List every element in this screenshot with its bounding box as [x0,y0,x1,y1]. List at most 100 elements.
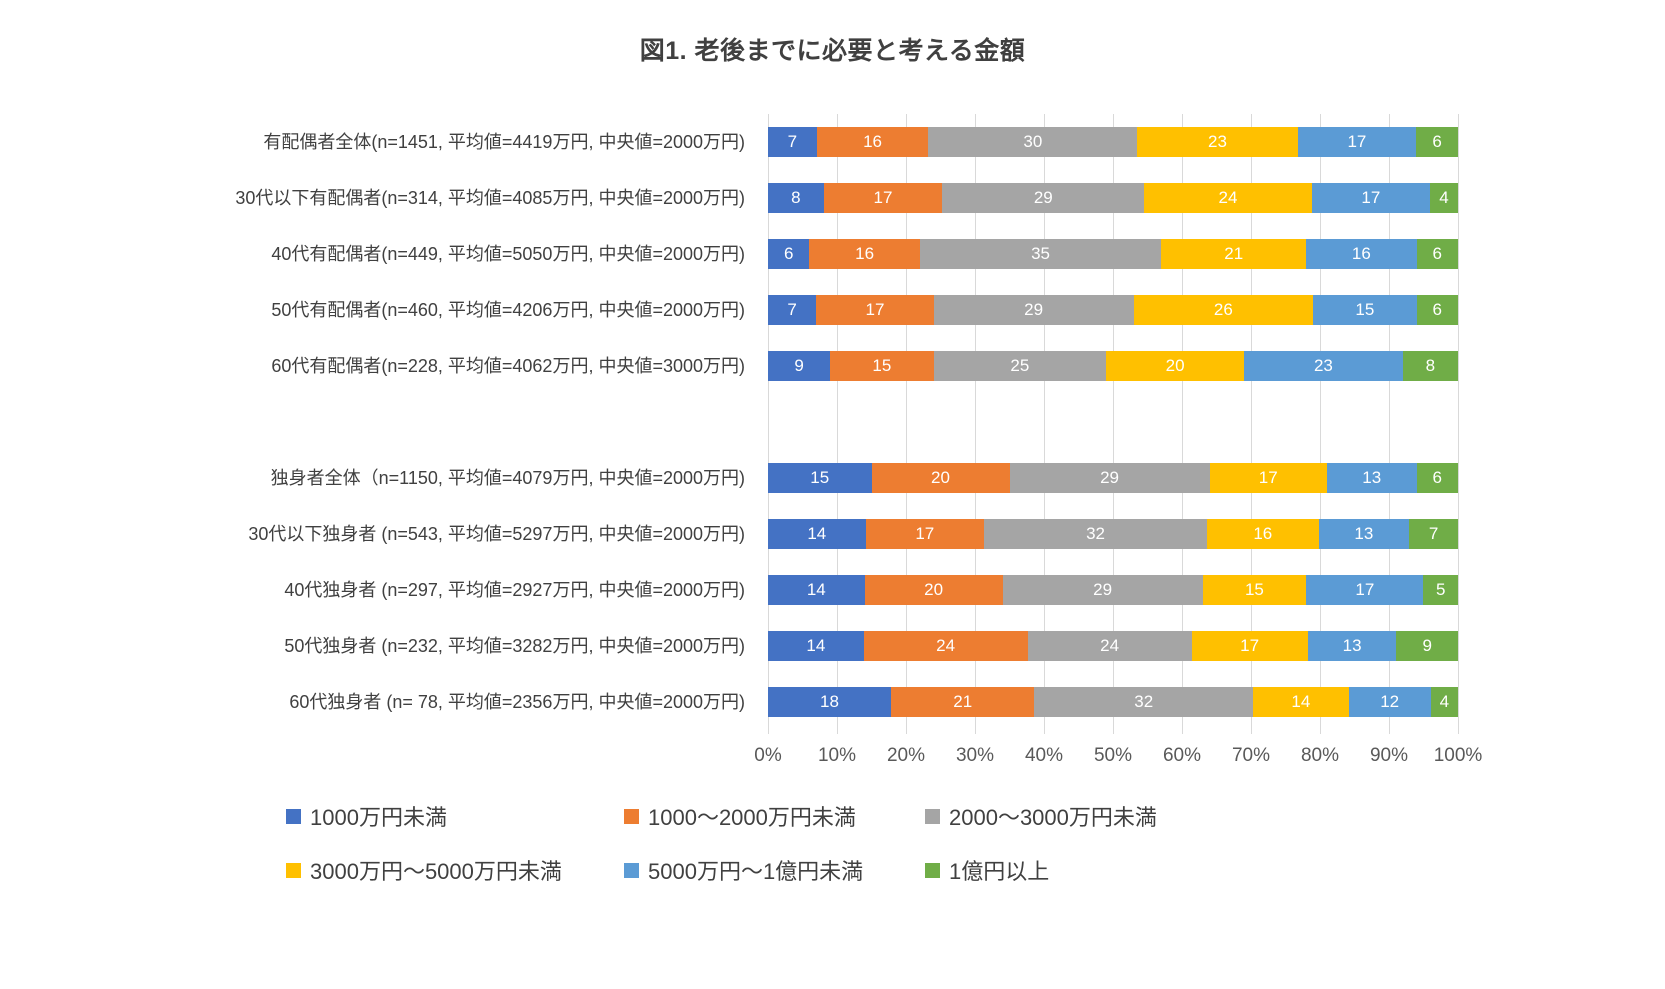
category-label: 60代有配偶者(n=228, 平均値=4062万円, 中央値=3000万円) [271,356,745,376]
legend-item: 1000万円未満 [286,800,624,832]
bar-row: 18 21 32 14 12 4 [768,687,1458,717]
bar-segment: 23 [1244,351,1403,381]
bar-row: 14 24 24 17 13 9 [768,631,1458,661]
bar-segment: 7 [768,127,817,157]
bar-segment: 8 [768,183,824,213]
gridline [1251,114,1252,734]
bar-segment: 29 [933,295,1134,325]
bar-segment: 6 [1416,295,1458,325]
x-tick-label: 30% [955,745,995,766]
gridline [1182,114,1183,734]
gridline [1389,114,1390,734]
legend-color-marker [624,862,639,878]
bar-segment: 16 [1306,239,1417,269]
gridline [1458,114,1459,734]
legend: 1000万円未満 1000～2000万円未満 2000～3000万円未満 3000万円… [286,800,1157,886]
legend-color-marker [925,808,940,824]
bar-row: 9 15 25 20 23 8 [768,351,1458,381]
gridline [1044,114,1045,734]
legend-label: 1000～2000万円未満 [648,805,856,830]
bar-row: 6 16 35 21 16 6 [768,239,1458,269]
x-tick-label: 90% [1369,745,1409,766]
x-tick-label: 60% [1162,745,1202,766]
bar-segment: 15 [768,463,872,493]
legend-label: 2000～3000万円未満 [949,805,1157,830]
bar-segment: 12 [1348,687,1431,717]
plot-area: 7 16 30 23 17 6 8 17 29 24 17 4 6 16 35 21 16 6 7 17 29 26 15 6… [768,114,1459,736]
bar-segment: 15 [1313,295,1417,325]
bar-segment: 6 [1416,127,1458,157]
x-tick-label: 40% [1024,745,1064,766]
x-tick-label: 80% [1300,745,1340,766]
gridline [768,114,769,734]
legend-color-marker [286,862,301,878]
bar-segment: 7 [1409,519,1458,549]
bar-segment: 14 [768,631,864,661]
legend-label: 5000万円～1億円未満 [648,859,864,884]
category-labels: 有配偶者全体(n=1451, 平均値=4419万円, 中央値=2000万円) 30… [0,114,745,734]
category-label: 40代独身者 (n=297, 平均値=2927万円, 中央値=2000万円) [284,580,745,600]
x-tick-label: 0% [754,745,782,766]
bar-segment: 24 [1027,631,1192,661]
bar-segment: 14 [768,519,866,549]
legend-label: 1億円以上 [949,859,1050,884]
bar-segment: 13 [1318,519,1410,549]
bar-segment: 4 [1430,687,1458,717]
bar-segment: 23 [1137,127,1298,157]
legend-color-marker [286,808,301,824]
bar-segment: 35 [919,239,1162,269]
legend-item: 5000万円～1億円未満 [624,854,925,886]
bar-segment: 6 [1416,239,1458,269]
bar-segment: 4 [1430,183,1458,213]
bar-row: 7 16 30 23 17 6 [768,127,1458,157]
category-label: 30代以下有配偶者(n=314, 平均値=4085万円, 中央値=2000万円) [235,188,745,208]
bar-segment: 18 [768,687,891,717]
bar-segment: 16 [816,127,929,157]
gridline [837,114,838,734]
x-tick-label: 70% [1231,745,1271,766]
bar-segment: 14 [768,575,865,605]
bar-segment: 8 [1402,351,1458,381]
bar-segment: 13 [1307,631,1397,661]
bar-segment: 24 [1144,183,1312,213]
bar-segment: 17 [816,295,934,325]
bar-segment: 21 [890,687,1035,717]
bar-segment: 16 [809,239,920,269]
bar-segment: 17 [1209,463,1327,493]
bar-segment: 17 [1306,575,1424,605]
bar-row: 8 17 29 24 17 4 [768,183,1458,213]
bar-segment: 20 [864,575,1003,605]
legend-item: 3000万円～5000万円未満 [286,854,624,886]
bar-segment: 25 [933,351,1107,381]
category-label: 独身者全体（n=1150, 平均値=4079万円, 中央値=2000万円) [270,468,745,488]
x-tick-label: 50% [1093,745,1133,766]
x-tick-label: 100% [1433,745,1483,766]
bar-row: 15 20 29 17 13 6 [768,463,1458,493]
bar-row: 14 20 29 15 17 5 [768,575,1458,605]
legend-label: 3000万円～5000万円未満 [310,859,562,884]
legend-item: 1000～2000万円未満 [624,800,925,832]
bar-segment: 32 [1034,687,1254,717]
bar-segment: 15 [1202,575,1307,605]
legend-color-marker [925,862,940,878]
chart-title: 図1. 老後までに必要と考える金額 [639,37,1026,65]
bar-segment: 32 [984,519,1208,549]
bar-segment: 29 [1002,575,1203,605]
bar-segment: 14 [1253,687,1349,717]
bar-segment: 17 [1311,183,1431,213]
category-label: 40代有配偶者(n=449, 平均値=5050万円, 中央値=2000万円) [271,244,745,264]
x-tick-label: 10% [817,745,857,766]
bar-segment: 7 [768,295,817,325]
bar-row: 14 17 32 16 13 7 [768,519,1458,549]
bar-segment: 13 [1326,463,1417,493]
gridline [1113,114,1114,734]
bar-segment: 21 [1161,239,1307,269]
bar-segment: 15 [830,351,934,381]
bar-segment: 6 [768,239,810,269]
bar-segment: 29 [1009,463,1210,493]
bar-segment: 9 [1396,631,1458,661]
bar-segment: 20 [1106,351,1245,381]
bar-row: 7 17 29 26 15 6 [768,295,1458,325]
legend-color-marker [624,808,639,824]
category-label: 60代独身者 (n= 78, 平均値=2356万円, 中央値=2000万円) [289,692,745,712]
